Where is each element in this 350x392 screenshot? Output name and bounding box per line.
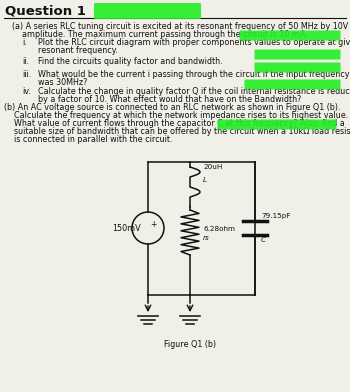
- Text: Question 1: Question 1: [5, 4, 86, 17]
- Text: Plot the RLC circuit diagram with proper components values to operate at given: Plot the RLC circuit diagram with proper…: [38, 38, 350, 47]
- Text: 6.28ohm: 6.28ohm: [203, 225, 235, 232]
- Text: Calculate the change in quality factor Q if the coil internal resistance is redu: Calculate the change in quality factor Q…: [38, 87, 350, 96]
- Text: What value of current flows through the capacitor C at this frequency? Also, fin: What value of current flows through the …: [4, 119, 345, 128]
- Text: (a) A series RLC tuning circuit is excited at its resonant frequency of 50 MHz b: (a) A series RLC tuning circuit is excit…: [12, 22, 350, 31]
- Text: Find the circuits quality factor and bandwidth.: Find the circuits quality factor and ban…: [38, 57, 223, 66]
- Text: 79.15pF: 79.15pF: [261, 213, 290, 219]
- Text: rs: rs: [203, 234, 210, 241]
- FancyBboxPatch shape: [245, 80, 341, 89]
- Text: suitable size of bandwidth that can be offered by the circuit when a 10kΩ load r: suitable size of bandwidth that can be o…: [4, 127, 350, 136]
- Text: iv.: iv.: [22, 87, 31, 96]
- Text: C: C: [261, 237, 266, 243]
- Text: amplitude. The maximum current passing through the circuit is 10 mA.: amplitude. The maximum current passing t…: [12, 30, 308, 39]
- Text: was 30MHz?: was 30MHz?: [38, 78, 88, 87]
- FancyBboxPatch shape: [94, 3, 201, 19]
- Text: L: L: [203, 177, 207, 183]
- Text: i.: i.: [22, 38, 27, 47]
- Text: Calculate the frequency at which the network impedance rises to its highest valu: Calculate the frequency at which the net…: [4, 111, 348, 120]
- Text: +: +: [150, 220, 156, 229]
- Text: 150mV: 150mV: [112, 223, 140, 232]
- Text: by a factor of 10. What effect would that have on the Bandwidth?: by a factor of 10. What effect would tha…: [38, 95, 301, 104]
- FancyBboxPatch shape: [254, 62, 341, 73]
- Text: What would be the current i passing through the circuit if the input frequency: What would be the current i passing thro…: [38, 70, 350, 79]
- Text: ii.: ii.: [22, 57, 29, 66]
- FancyBboxPatch shape: [254, 49, 341, 60]
- Text: (b) An AC voltage source is connected to an RLC network as shown in Figure Q1 (b: (b) An AC voltage source is connected to…: [4, 103, 341, 112]
- FancyBboxPatch shape: [217, 120, 336, 129]
- FancyBboxPatch shape: [239, 31, 341, 40]
- Text: iii.: iii.: [22, 70, 31, 79]
- Text: is connected in parallel with the circuit.: is connected in parallel with the circui…: [4, 135, 173, 144]
- Text: resonant frequency.: resonant frequency.: [38, 46, 118, 55]
- Text: 20uH: 20uH: [203, 164, 222, 170]
- Text: Figure Q1 (b): Figure Q1 (b): [164, 340, 216, 349]
